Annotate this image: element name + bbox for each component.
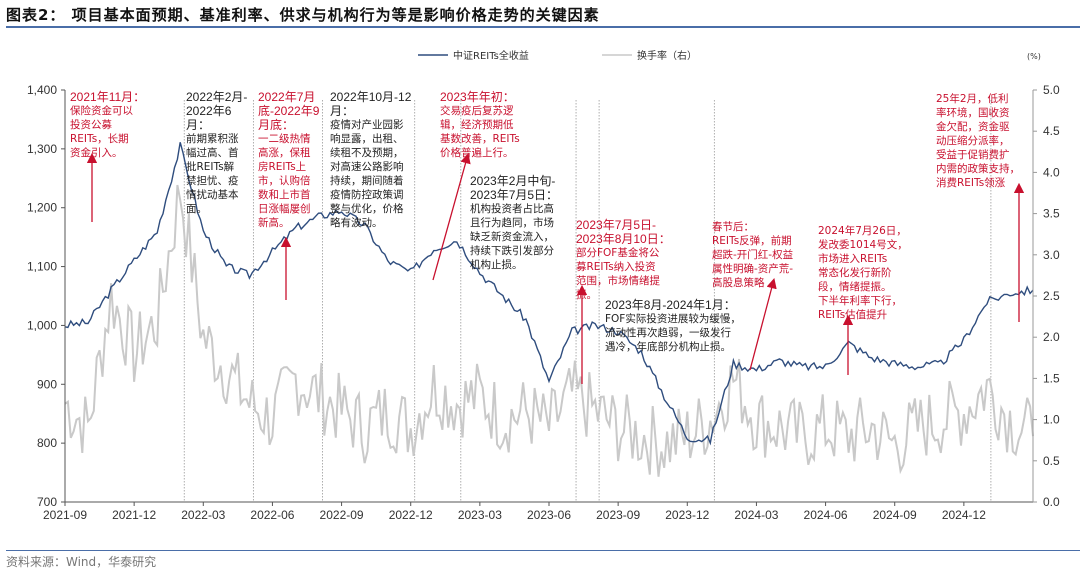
event-dotted-lines (183, 100, 992, 502)
x-tick-label: 2023-09 (596, 508, 640, 522)
source-divider (6, 550, 1080, 551)
annotation-arrows (86, 152, 1025, 384)
right-tick-label: 2.0 (1043, 330, 1060, 344)
left-tick-label: 1,000 (27, 318, 57, 332)
turnover-series (64, 184, 1034, 477)
right-tick-label: 5.0 (1043, 83, 1060, 97)
x-tick-label: 2021-09 (43, 508, 87, 522)
left-tick-label: 900 (37, 377, 57, 391)
x-tick-label: 2024-12 (942, 508, 986, 522)
annotation-2024-07: 2024年7月26日， 发改委1014号文， 市场进入REITs 常态化发行新阶… (818, 225, 908, 321)
right-axis-unit: (%) (1027, 52, 1041, 61)
index-series (64, 142, 1034, 446)
left-tick-label: 1,400 (27, 83, 57, 97)
left-tick-label: 800 (37, 436, 57, 450)
x-tick-label: 2024-06 (804, 508, 848, 522)
annotation-2022-10: 2022年10月-12月： 疫情对产业园影 响显露，出租、 续租不及预期， 对高速… (330, 90, 412, 229)
x-tick-label: 2023-03 (458, 508, 502, 522)
annotation-arrow (432, 152, 471, 281)
index-line (64, 142, 1034, 446)
turnover-line (64, 184, 1034, 477)
source-note: 资料来源：Wind，华泰研究 (6, 555, 157, 569)
annotation-2021-11: 2021年11月： 保险资金可以 投资公募 REITs，长期 资金引入。 (70, 90, 146, 159)
right-tick-label: 1.0 (1043, 413, 1060, 427)
x-tick-label: 2022-09 (320, 508, 364, 522)
x-tick-label: 2022-06 (250, 508, 294, 522)
x-tick-label: 2022-12 (389, 508, 433, 522)
left-tick-label: 1,200 (27, 201, 57, 215)
chart-title: 图表2： 项目基本面预期、基准利率、供求与机构行为等是影响价格走势的关键因素 (6, 6, 600, 24)
legend: 中证REITs全收益 换手率（右） (%) (418, 49, 1041, 62)
left-tick-label: 1,100 (27, 260, 57, 274)
right-tick-label: 3.5 (1043, 207, 1060, 221)
annotation-2022-02: 2022年2月- 2022年6 月： 前期累积涨 幅过高、首 批REITs解 禁担… (186, 90, 248, 215)
right-tick-label: 3.0 (1043, 248, 1060, 262)
x-tick-label: 2024-03 (734, 508, 778, 522)
right-tick-label: 4.5 (1043, 124, 1060, 138)
annotation-arrow (749, 277, 777, 371)
annotation-2023-08: 2023年8月-2024年1月： FOF实际投资进展较为缓慢， 流动性再次趋弱，一… (605, 298, 741, 353)
legend-label-index: 中证REITs全收益 (453, 49, 529, 62)
axes: 700 800 900 1,000 1,100 1,200 1,300 1,400 0.0 0.5… (27, 83, 1060, 522)
annotation-2022-07: 2022年7月 底-2022年9 月底： 一二级热情 高涨，保租 房REITs上 … (258, 90, 320, 229)
annotation-2023-02: 2023年2月中旬- 2023年7月5日： 机构投资者占比高 且行为趋同，市场 缺… (470, 174, 559, 271)
x-tick-label: 2023-06 (527, 508, 571, 522)
left-tick-label: 1,300 (27, 142, 57, 156)
right-tick-label: 4.0 (1043, 165, 1060, 179)
right-tick-label: 0.5 (1043, 454, 1060, 468)
x-tick-label: 2024-09 (873, 508, 917, 522)
annotation-2023-early: 2023年年初： 交易疫后复苏逻 辑，经济预期低 基数改善，REITs 价格普遍上… (440, 90, 520, 159)
x-tick-label: 2023-12 (665, 508, 709, 522)
legend-label-turnover: 换手率（右） (637, 49, 697, 62)
annotation-spring-2024: 春节后： REITs反弹，前期 超跌-开门红-权益 属性明确-资产荒- 高股息策… (712, 221, 794, 289)
right-tick-label: 0.0 (1043, 495, 1060, 509)
annotation-2025-02: 25年2月，低利 率环境，国收资 金欠配，资金驱 动压缩分派率， 受益于促销费扩… (936, 93, 1020, 189)
x-tick-label: 2021-12 (112, 508, 156, 522)
left-tick-label: 700 (37, 495, 57, 509)
right-tick-label: 2.5 (1043, 289, 1060, 303)
right-tick-label: 1.5 (1043, 371, 1060, 385)
annotation-2023-07: 2023年7月5日- 2023年8月10日： 部分FOF基金将公 募REITs纳入… (576, 218, 671, 301)
x-tick-label: 2022-03 (181, 508, 225, 522)
title-divider (6, 26, 1080, 28)
